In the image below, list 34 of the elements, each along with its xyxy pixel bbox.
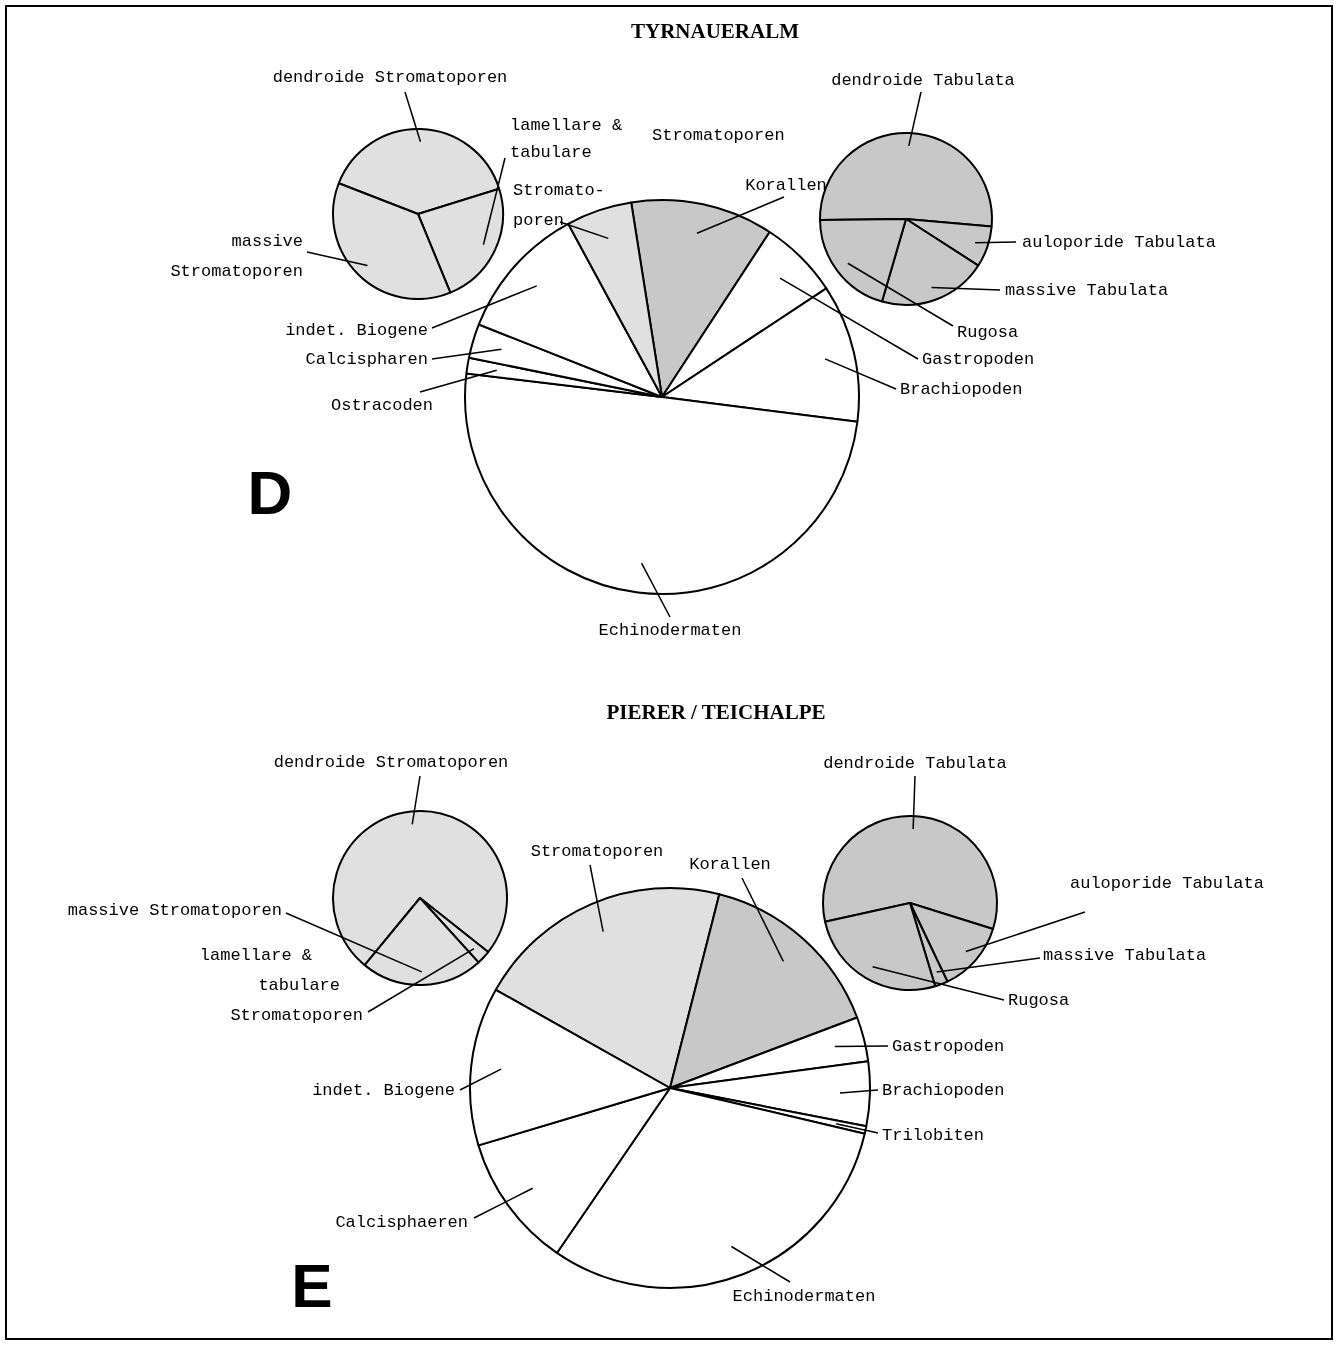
category-label: lamellare & tabulare Stromatoporen [510, 115, 785, 162]
slice-label: indet. Biogene [285, 320, 428, 340]
slice-label: Gastropoden [892, 1036, 1005, 1056]
slice-label: Korallen [745, 175, 827, 195]
text: E [291, 1251, 333, 1321]
chart-title: TYRNAUERALM [631, 19, 800, 44]
slice-label: Stromato- poren [513, 180, 605, 230]
slice-label: massive Tabulata [1005, 280, 1169, 300]
slice-label: Calcispharen [305, 349, 428, 369]
slice-label: Echinodermaten [732, 1286, 876, 1306]
chart-title: PIERER / TEICHALPE [606, 700, 826, 725]
slice-label: massive Tabulata [1043, 945, 1207, 965]
slice-label: Brachiopoden [882, 1080, 1005, 1100]
slice-label: lamellare & tabulare Stromatoporen [199, 945, 363, 1025]
text: D [247, 458, 293, 528]
slice-label: Rugosa [1008, 990, 1070, 1010]
slice-label: Echinodermaten [598, 620, 742, 640]
slice-label: dendroide Tabulata [831, 70, 1015, 90]
slice-label: Brachiopoden [900, 379, 1023, 399]
slice-label: massive Stromatoporen [67, 900, 282, 920]
slice-label: indet. Biogene [312, 1080, 455, 1100]
slice-label: Korallen [689, 854, 771, 874]
slice-label: Gastropoden [922, 349, 1035, 369]
slice-label: Ostracoden [330, 395, 434, 415]
slice-label: dendroide Tabulata [823, 753, 1007, 773]
slice-label: Trilobiten [882, 1125, 985, 1145]
slice-label: Rugosa [957, 322, 1019, 342]
slice-label: auloporide Tabulata [1022, 232, 1216, 252]
slice-label: massive Stromatoporen [170, 231, 303, 281]
slice-label: Stromatoporen [530, 841, 664, 861]
slice-label: dendroide Stromatoporen [273, 752, 509, 772]
slice-label: Calcisphaeren [335, 1212, 468, 1232]
slice-label: dendroide Stromatoporen [272, 67, 508, 87]
slice-label: auloporide Tabulata [1070, 873, 1264, 893]
